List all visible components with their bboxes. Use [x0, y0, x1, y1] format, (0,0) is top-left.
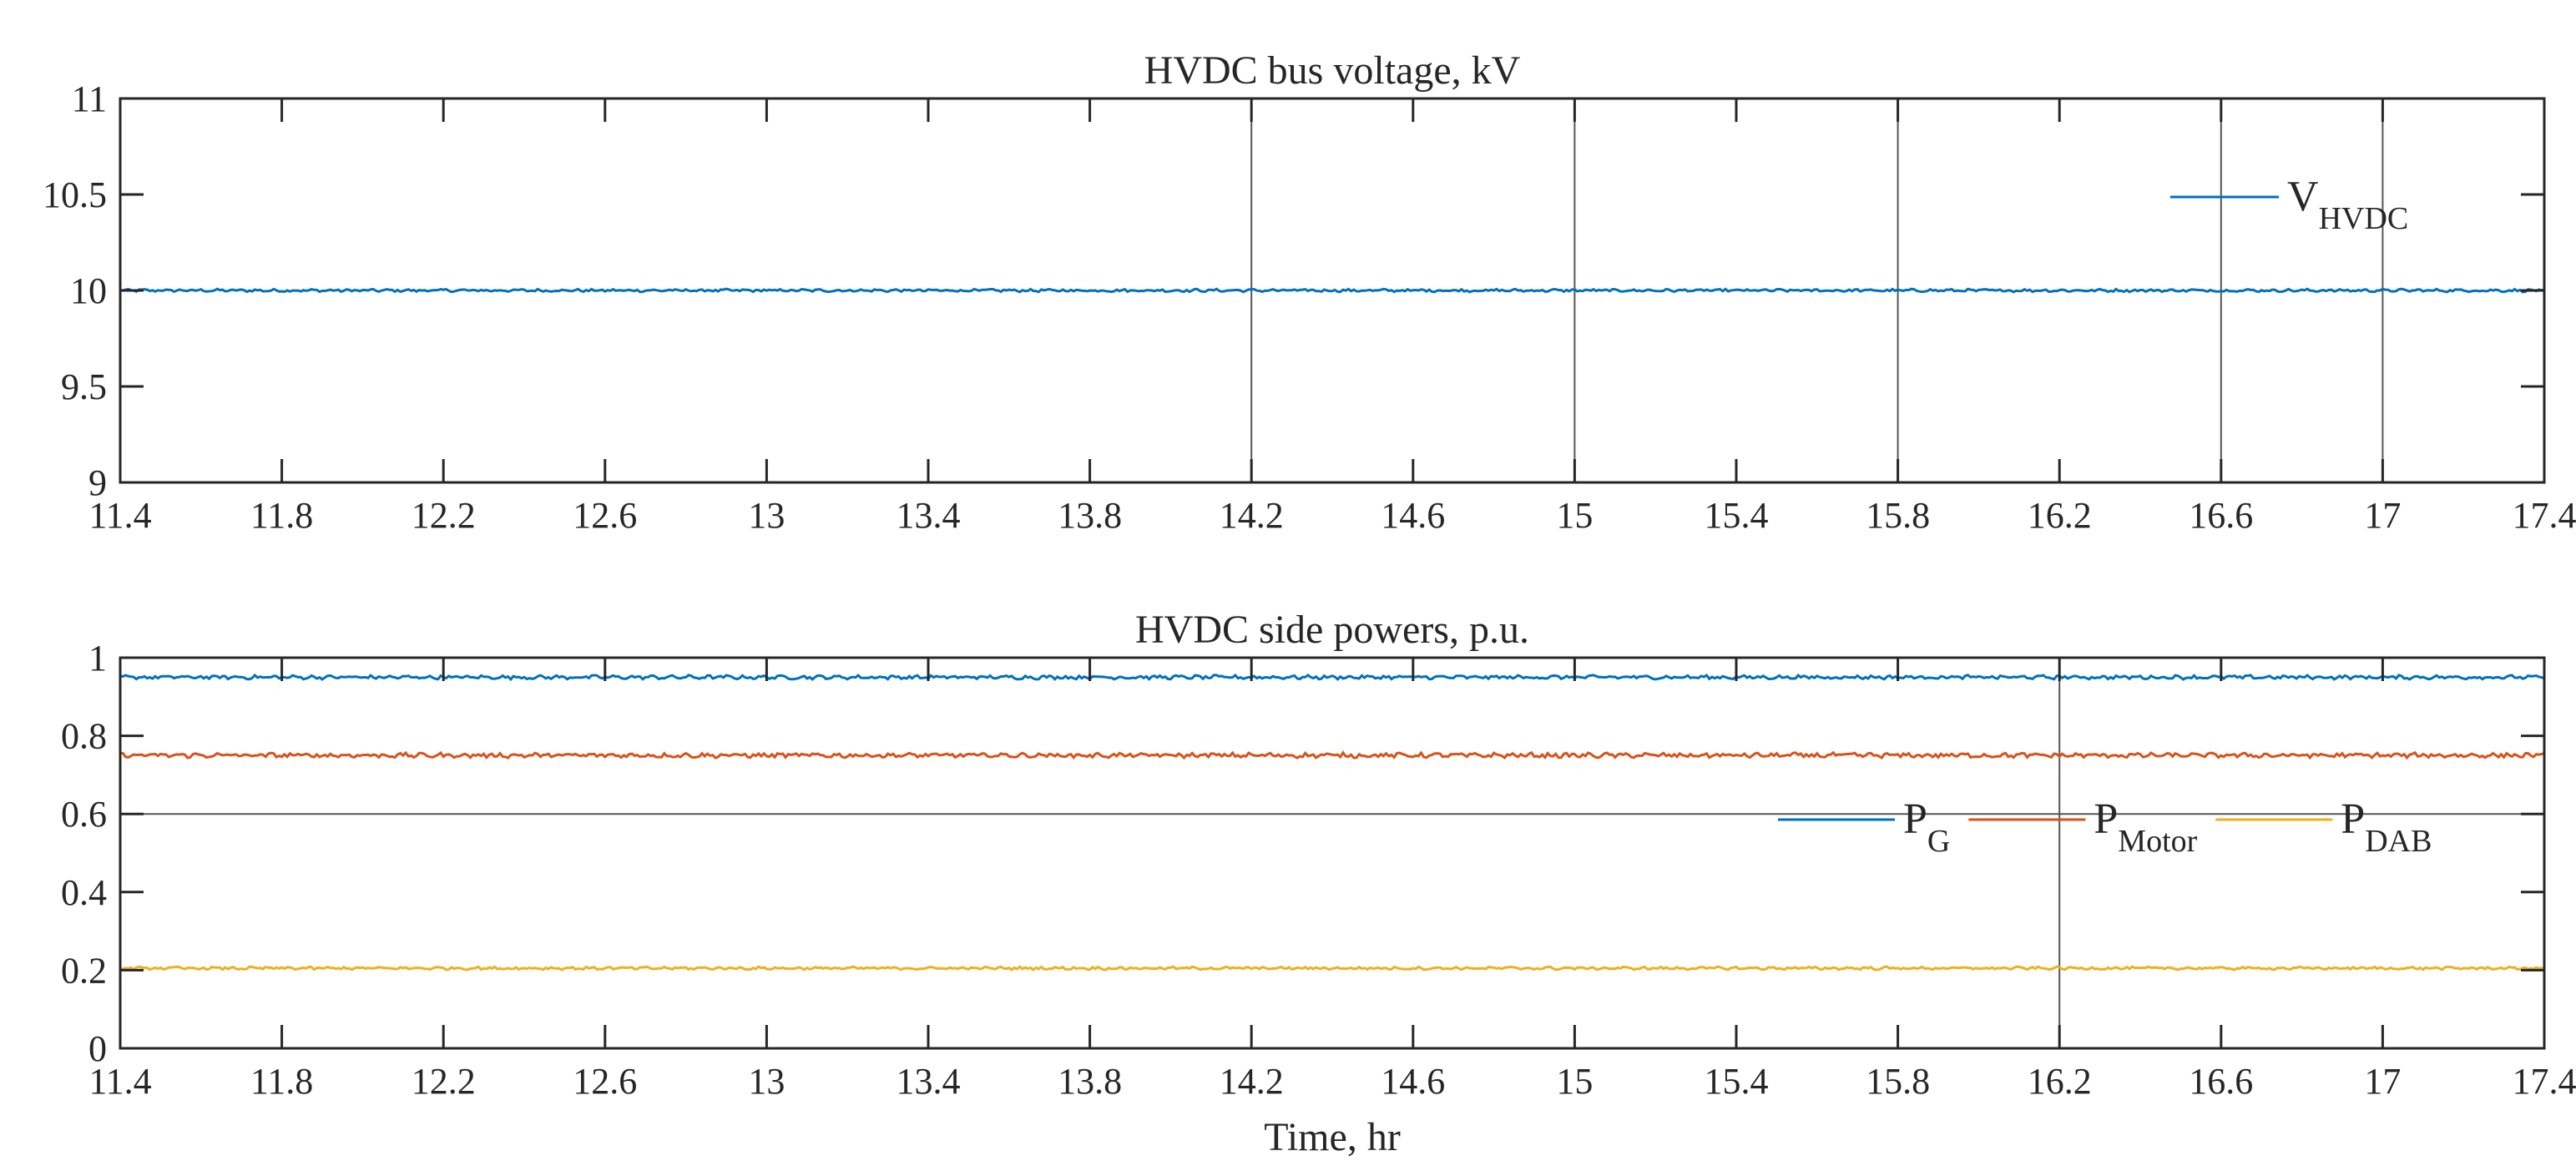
x-tick-label: 11.8 — [250, 1061, 313, 1102]
x-tick-label: 13.4 — [897, 495, 961, 536]
y-tick-label: 10 — [70, 270, 107, 311]
x-tick-label: 13.8 — [1058, 1061, 1122, 1102]
y-tick-label: 0.8 — [61, 716, 107, 757]
x-tick-label: 17.4 — [2513, 1061, 2576, 1102]
legend-entry: VHVDC — [2287, 173, 2408, 236]
x-tick-label: 15 — [1556, 495, 1593, 536]
series-line-p-g — [119, 673, 2545, 682]
x-tick-label: 14.2 — [1220, 495, 1284, 536]
series-line-v-hvdc — [119, 287, 2545, 294]
x-tick-label: 15.4 — [1705, 1061, 1769, 1102]
x-tick-label: 12.6 — [573, 1061, 637, 1102]
x-tick-label: 14.6 — [1381, 1061, 1445, 1102]
x-tick-label: 11.4 — [88, 1061, 151, 1102]
y-tick-label: 0.6 — [61, 794, 107, 835]
x-tick-label: 17 — [2364, 495, 2401, 536]
y-tick-label: 1 — [88, 638, 107, 679]
x-axis-label: Time, hr — [1264, 1115, 1401, 1159]
y-tick-label: 10.5 — [43, 174, 107, 215]
x-tick-label: 17 — [2364, 1061, 2401, 1102]
x-tick-label: 15.4 — [1705, 495, 1769, 536]
y-tick-label: 0.2 — [61, 950, 107, 991]
legend: PG PMotor PDAB — [1778, 795, 2432, 859]
plot-title: HVDC bus voltage, kV — [1144, 48, 1521, 93]
x-tick-label: 12.6 — [573, 495, 637, 536]
x-tick-label: 15 — [1556, 1061, 1593, 1102]
voltage-plot: HVDC bus voltage, kV 11.4 11.8 12.2 12.6 13 13… — [43, 48, 2576, 536]
x-tick-label: 16.2 — [2028, 495, 2092, 536]
power-plot: HVDC side powers, p.u. 11.4 11.8 12.2 12.6 13… — [61, 608, 2576, 1159]
y-tick-label: 0 — [88, 1028, 107, 1069]
x-tick-label: 11.8 — [250, 495, 313, 536]
x-tick-label: 12.2 — [412, 495, 476, 536]
x-tick-label: 16.6 — [2189, 495, 2253, 536]
x-tick-label: 13.8 — [1058, 495, 1122, 536]
x-tick-label: 12.2 — [412, 1061, 476, 1102]
x-tick-label: 16.2 — [2028, 1061, 2092, 1102]
x-tick-label: 13 — [748, 495, 785, 536]
legend-entry: PDAB — [2341, 795, 2432, 859]
x-tick-label: 14.6 — [1381, 495, 1445, 536]
axis-frame — [119, 656, 2546, 1050]
x-tick-label: 17.4 — [2513, 495, 2576, 536]
series-line-p-dab — [119, 965, 2545, 972]
x-tick-label: 13 — [748, 1061, 785, 1102]
x-tick-label: 11.4 — [88, 495, 151, 536]
y-tick-label: 9.5 — [61, 366, 107, 407]
x-tick-label: 15.8 — [1866, 1061, 1930, 1102]
series-line-p-motor — [119, 750, 2545, 760]
x-tick-label: 15.8 — [1866, 495, 1930, 536]
plot-title: HVDC side powers, p.u. — [1135, 608, 1529, 652]
y-tick-label: 9 — [88, 462, 107, 503]
x-tick-label: 13.4 — [897, 1061, 961, 1102]
x-tick-label: 16.6 — [2189, 1061, 2253, 1102]
y-tick-label: 0.4 — [61, 872, 107, 913]
legend-entry: PMotor — [2094, 795, 2197, 859]
legend: VHVDC — [2170, 173, 2408, 236]
y-tick-label: 11 — [72, 78, 107, 119]
x-tick-label: 14.2 — [1220, 1061, 1284, 1102]
legend-entry: PG — [1903, 795, 1950, 859]
